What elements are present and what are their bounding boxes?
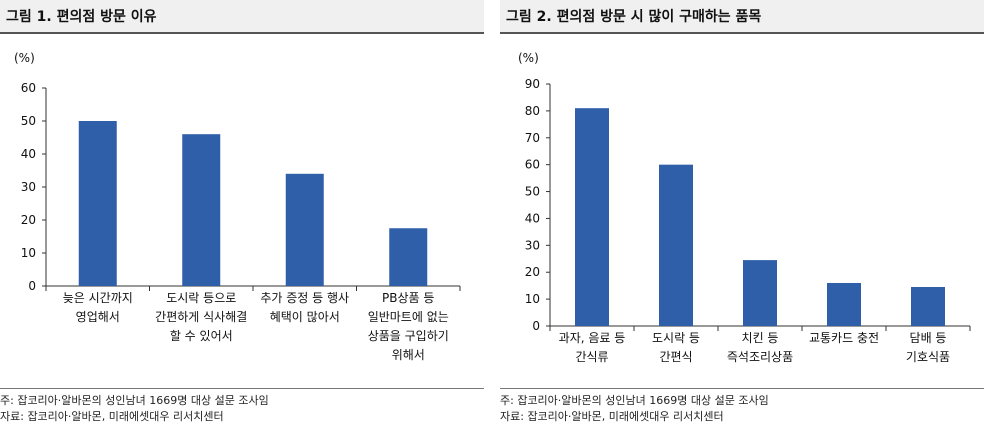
category-label: 치킨 등	[742, 331, 779, 345]
category-label: 늦은 시간까지	[63, 291, 133, 305]
category-label: PB상품 등	[382, 291, 434, 305]
y-tick-label: 50	[525, 185, 540, 199]
y-tick-label: 20	[21, 213, 36, 227]
bar-1	[575, 108, 609, 326]
bar-5	[911, 287, 945, 326]
category-label: 혜택이 많아서	[270, 310, 340, 324]
y-tick-label: 30	[21, 180, 36, 194]
figure-1-footnotes: 주: 잡코리아·알바몬의 성인남녀 1669명 대상 설문 조사임 자료: 잡코…	[0, 388, 484, 425]
y-tick-label: 60	[525, 158, 540, 172]
category-label: 기호식품	[906, 350, 950, 364]
figure-2-footnotes: 주: 잡코리아·알바몬의 성인남녀 1669명 대상 설문 조사임 자료: 잡코…	[500, 388, 984, 425]
y-tick-label: 90	[525, 77, 540, 91]
figure-2-source: 자료: 잡코리아·알바몬, 미래에셋대우 리서치센터	[500, 410, 724, 423]
category-label: 할 수 있어서	[170, 329, 233, 343]
category-label: 담배 등	[910, 331, 947, 345]
category-label: 간편하게 식사해결	[155, 310, 247, 324]
bar-2	[659, 164, 693, 326]
y-axis-unit-label: (%)	[14, 51, 35, 65]
bar-1	[78, 121, 117, 286]
y-tick-label: 40	[21, 147, 36, 161]
category-label: 즉석조리상품	[727, 350, 793, 364]
y-tick-label: 20	[525, 265, 540, 279]
y-tick-label: 0	[532, 319, 540, 333]
y-tick-label: 40	[525, 211, 540, 225]
figure-1-note: 주: 잡코리아·알바몬의 성인남녀 1669명 대상 설문 조사임	[0, 394, 269, 407]
bar-3	[743, 260, 777, 326]
y-tick-label: 70	[525, 131, 540, 145]
y-tick-label: 10	[525, 292, 540, 306]
y-tick-label: 80	[525, 104, 540, 118]
category-label: 교통카드 충전	[809, 331, 879, 345]
figure-1-source: 자료: 잡코리아·알바몬, 미래에셋대우 리서치센터	[0, 410, 224, 423]
category-label: 영업해서	[76, 310, 120, 324]
category-label: 위해서	[392, 348, 425, 362]
y-tick-label: 60	[21, 81, 36, 95]
figure-2-panel: 그림 2. 편의점 방문 시 많이 구매하는 품목 (%) 0 10 20 30 40 50…	[500, 0, 984, 426]
y-tick-label: 30	[525, 238, 540, 252]
category-label: 간식류	[575, 350, 608, 364]
category-label: 도시락 등	[652, 331, 700, 345]
category-label: 일반마트에 없는	[368, 310, 449, 324]
bar-2	[182, 134, 221, 286]
bar-3	[285, 173, 324, 286]
category-label: 도시락 등으로	[166, 291, 236, 305]
bar-4	[827, 282, 861, 326]
category-label: 추가 증정 등 행사	[260, 290, 349, 305]
y-axis-unit-label: (%)	[518, 51, 539, 65]
category-label: 간편식	[659, 350, 692, 364]
category-label: 상품을 구입하기	[368, 329, 449, 343]
figure-1-title: 그림 1. 편의점 방문 이유	[0, 0, 484, 34]
y-tick-label: 10	[21, 246, 36, 260]
y-tick-label: 0	[28, 279, 36, 293]
category-label: 과자, 음료 등	[559, 331, 626, 345]
figure-2-title: 그림 2. 편의점 방문 시 많이 구매하는 품목	[500, 0, 984, 34]
bar-4	[389, 228, 428, 286]
y-tick-label: 50	[21, 114, 36, 128]
figure-2-note: 주: 잡코리아·알바몬의 성인남녀 1669명 대상 설문 조사임	[500, 394, 769, 407]
